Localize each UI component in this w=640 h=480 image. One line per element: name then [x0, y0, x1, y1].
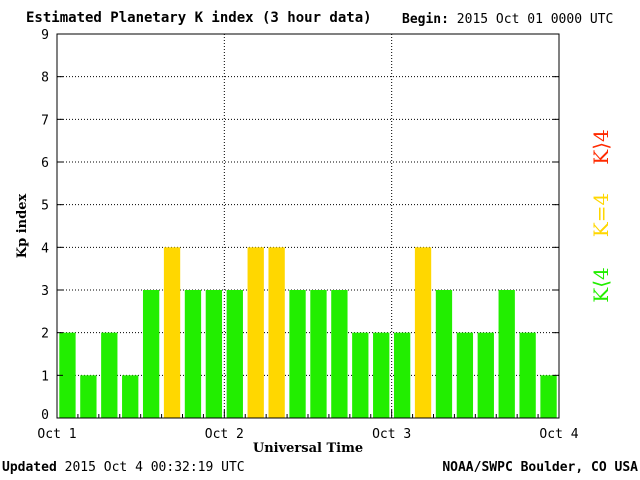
begin-info: Begin: 2015 Oct 01 0000 UTC: [402, 12, 613, 27]
kp-bar: [122, 375, 139, 418]
kp-bar: [373, 332, 390, 418]
chart-title: Estimated Planetary K index (3 hour data…: [26, 10, 372, 26]
kp-bar: [310, 290, 327, 418]
y-tick-label: 6: [41, 156, 49, 171]
updated-value: 2015 Oct 4 00:32:19 UTC: [64, 460, 245, 475]
kp-bar: [540, 375, 557, 418]
kp-bar: [226, 290, 243, 418]
begin-label: Begin:: [402, 12, 449, 27]
y-axis-label: Kp index: [15, 194, 30, 259]
kp-bar: [414, 247, 432, 418]
kp-bar: [498, 290, 515, 418]
y-tick-label: 3: [41, 284, 49, 299]
kp-bar: [435, 290, 453, 418]
credit-text: NOAA/SWPC Boulder, CO USA: [442, 460, 638, 475]
kp-bar: [247, 247, 264, 418]
kp-bar: [352, 332, 369, 418]
kp-bar: [101, 332, 118, 418]
kp-bar: [477, 332, 494, 418]
y-tick-label: 4: [41, 241, 49, 256]
y-tick-label: 1: [41, 369, 49, 384]
kp-bar: [519, 332, 536, 418]
begin-value: 2015 Oct 01 0000 UTC: [456, 12, 614, 27]
kp-bar: [184, 290, 202, 418]
y-tick-label: 2: [41, 327, 49, 342]
y-tick-label: 0: [41, 408, 49, 423]
y-tick-label: 8: [41, 71, 49, 86]
kp-bar: [331, 290, 348, 418]
legend-entry: K⟨4: [589, 267, 613, 302]
kp-bar: [456, 332, 474, 418]
updated-label: Updated: [2, 460, 57, 475]
kp-bar: [268, 247, 285, 418]
kp-bar: [289, 290, 306, 418]
kp-bar: [142, 290, 160, 418]
y-tick-label: 5: [41, 199, 49, 214]
x-tick-label: Oct 4: [539, 427, 578, 442]
legend-entry: K=4: [589, 193, 613, 237]
kp-bar: [59, 332, 76, 418]
x-tick-label: Oct 3: [372, 427, 411, 442]
kp-bar: [205, 290, 223, 418]
kp-bar: [80, 375, 97, 418]
y-tick-label: 9: [41, 28, 49, 43]
y-tick-label: 7: [41, 113, 49, 128]
x-tick-label: Oct 2: [205, 427, 244, 442]
kp-bar: [393, 332, 411, 418]
kp-bar: [163, 247, 181, 418]
legend-entry: K⟩4: [589, 129, 613, 164]
updated-info: Updated 2015 Oct 4 00:32:19 UTC: [2, 460, 245, 475]
x-axis-label: Universal Time: [253, 441, 363, 456]
x-tick-label: Oct 1: [37, 427, 76, 442]
